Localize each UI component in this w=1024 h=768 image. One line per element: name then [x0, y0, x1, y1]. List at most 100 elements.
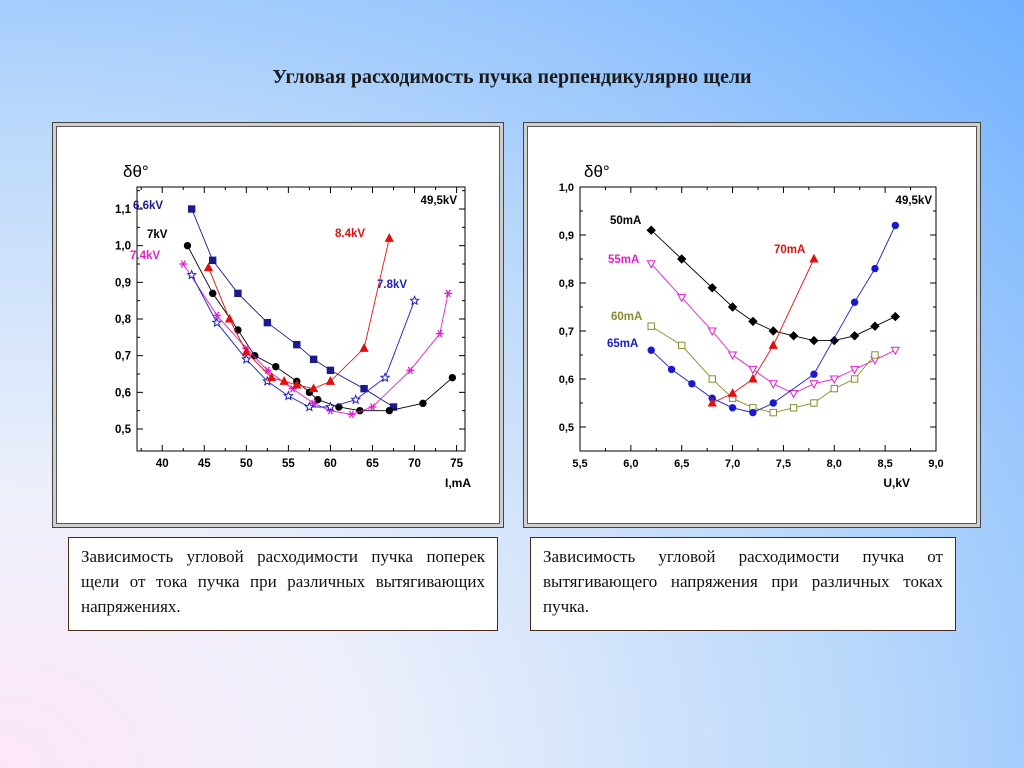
series-line-70mA: [712, 258, 815, 404]
data-point: [240, 353, 252, 364]
data-point: [368, 403, 377, 411]
data-point: [314, 395, 322, 404]
data-point: [850, 375, 859, 383]
y-axis-label: δθ°: [584, 162, 610, 181]
series-label: 8.4kV: [335, 228, 365, 240]
series-label: 50mA: [610, 215, 641, 227]
series-line-8.4kV: [208, 238, 390, 390]
data-point: [810, 370, 818, 378]
series-label: 6.6kV: [133, 200, 163, 212]
data-point: [809, 253, 819, 263]
x-axis-label: U,kV: [883, 476, 910, 490]
data-point: [789, 404, 798, 412]
data-point: [272, 362, 280, 371]
data-point: [326, 366, 335, 375]
y-tick-label: 0,9: [559, 230, 574, 242]
series-label: 70mA: [774, 244, 805, 256]
data-point: [748, 316, 758, 327]
data-point: [646, 225, 656, 235]
right-chart-panel: 5,5 6,0 6,5 7,0 7,5 8,0 8,5 9,0 0,5 0,6 0,7 0,8 0,9 1…: [527, 126, 977, 524]
x-tick-label: 8,0: [827, 458, 842, 470]
data-point: [647, 322, 655, 330]
data-point: [359, 343, 369, 352]
data-point: [350, 394, 362, 405]
data-point: [707, 327, 717, 337]
data-point: [360, 384, 368, 393]
data-point: [292, 379, 302, 389]
data-point: [263, 318, 272, 327]
data-point: [890, 346, 900, 356]
data-point: [385, 406, 394, 415]
data-point: [406, 366, 415, 375]
data-point: [809, 335, 819, 346]
data-point: [211, 317, 223, 328]
data-point: [829, 335, 839, 346]
data-point: [435, 329, 444, 338]
data-point: [234, 289, 242, 298]
data-point: [241, 346, 251, 356]
x-tick-label: 60: [324, 458, 337, 470]
y-tick-label: 0,7: [559, 326, 574, 338]
x-tick-label: 5,5: [572, 458, 587, 470]
left-caption-text: Зависимость угловой расходимости пучка п…: [81, 547, 485, 616]
data-point: [688, 380, 696, 388]
data-point: [384, 233, 394, 242]
left-chart-panel: 40 45 50 55 60 65 70 75 0,5 0,6 0,7 0,8 0,9 1,0 1,1 δθ°…: [56, 126, 500, 524]
slide-title: Угловая расходимость пучка перпендикуляр…: [272, 66, 752, 88]
data-point: [183, 241, 192, 250]
data-point: [203, 262, 214, 272]
data-point: [444, 289, 453, 298]
x-tick-label: 75: [450, 458, 463, 470]
data-point: [677, 293, 687, 303]
data-point: [727, 302, 738, 312]
data-point: [890, 311, 901, 322]
x-tick-label: 7,5: [776, 458, 791, 470]
series-label: 7.4kV: [130, 250, 160, 262]
y-tick-label: 0,8: [559, 278, 574, 290]
data-point: [179, 260, 188, 268]
plot-frame: [136, 186, 466, 452]
data-point: [850, 298, 859, 306]
x-axis-label: I,mA: [445, 476, 471, 490]
data-point: [748, 365, 758, 375]
data-point: [749, 408, 757, 417]
data-point: [768, 340, 778, 349]
x-tick-label: 7,0: [725, 458, 740, 470]
voltage-annotation: 49,5kV: [896, 195, 933, 207]
y-tick-label: 0,5: [559, 422, 574, 434]
data-point: [647, 346, 655, 354]
data-point: [667, 365, 676, 374]
voltage-annotation: 49,5kV: [421, 195, 458, 207]
right-caption: Зависимость угловой расходимости пучка о…: [530, 537, 956, 631]
data-point: [788, 389, 799, 399]
data-point: [871, 264, 879, 273]
data-point: [208, 289, 217, 298]
data-point: [769, 408, 777, 417]
right-caption-text: Зависимость угловой расходимости пучка о…: [543, 547, 943, 616]
data-point: [727, 351, 738, 361]
data-point: [308, 383, 319, 393]
x-tick-label: 9,0: [928, 458, 943, 470]
series-label: 55mA: [608, 254, 639, 266]
x-tick-label: 55: [282, 458, 295, 470]
data-point: [768, 326, 778, 336]
data-point: [870, 321, 880, 331]
current-chart: 40 45 50 55 60 65 70 75 0,5 0,6 0,7 0,8 0,9 1,0 1,1 δθ°…: [115, 162, 471, 490]
data-point: [707, 397, 717, 407]
series-label: 65mA: [607, 338, 638, 350]
data-point: [891, 221, 900, 230]
data-point: [186, 269, 198, 280]
data-point: [419, 399, 427, 408]
data-point: [728, 404, 737, 412]
x-tick-label: 65: [366, 458, 379, 470]
x-tick-label: 70: [408, 458, 421, 470]
y-tick-label: 1,0: [115, 241, 131, 253]
data-point: [768, 380, 778, 389]
data-point: [347, 410, 356, 419]
data-point: [293, 340, 301, 349]
data-point: [849, 331, 860, 341]
data-point: [810, 399, 818, 407]
x-tick-label: 50: [240, 458, 253, 470]
data-point: [677, 254, 687, 264]
data-point: [279, 376, 289, 385]
